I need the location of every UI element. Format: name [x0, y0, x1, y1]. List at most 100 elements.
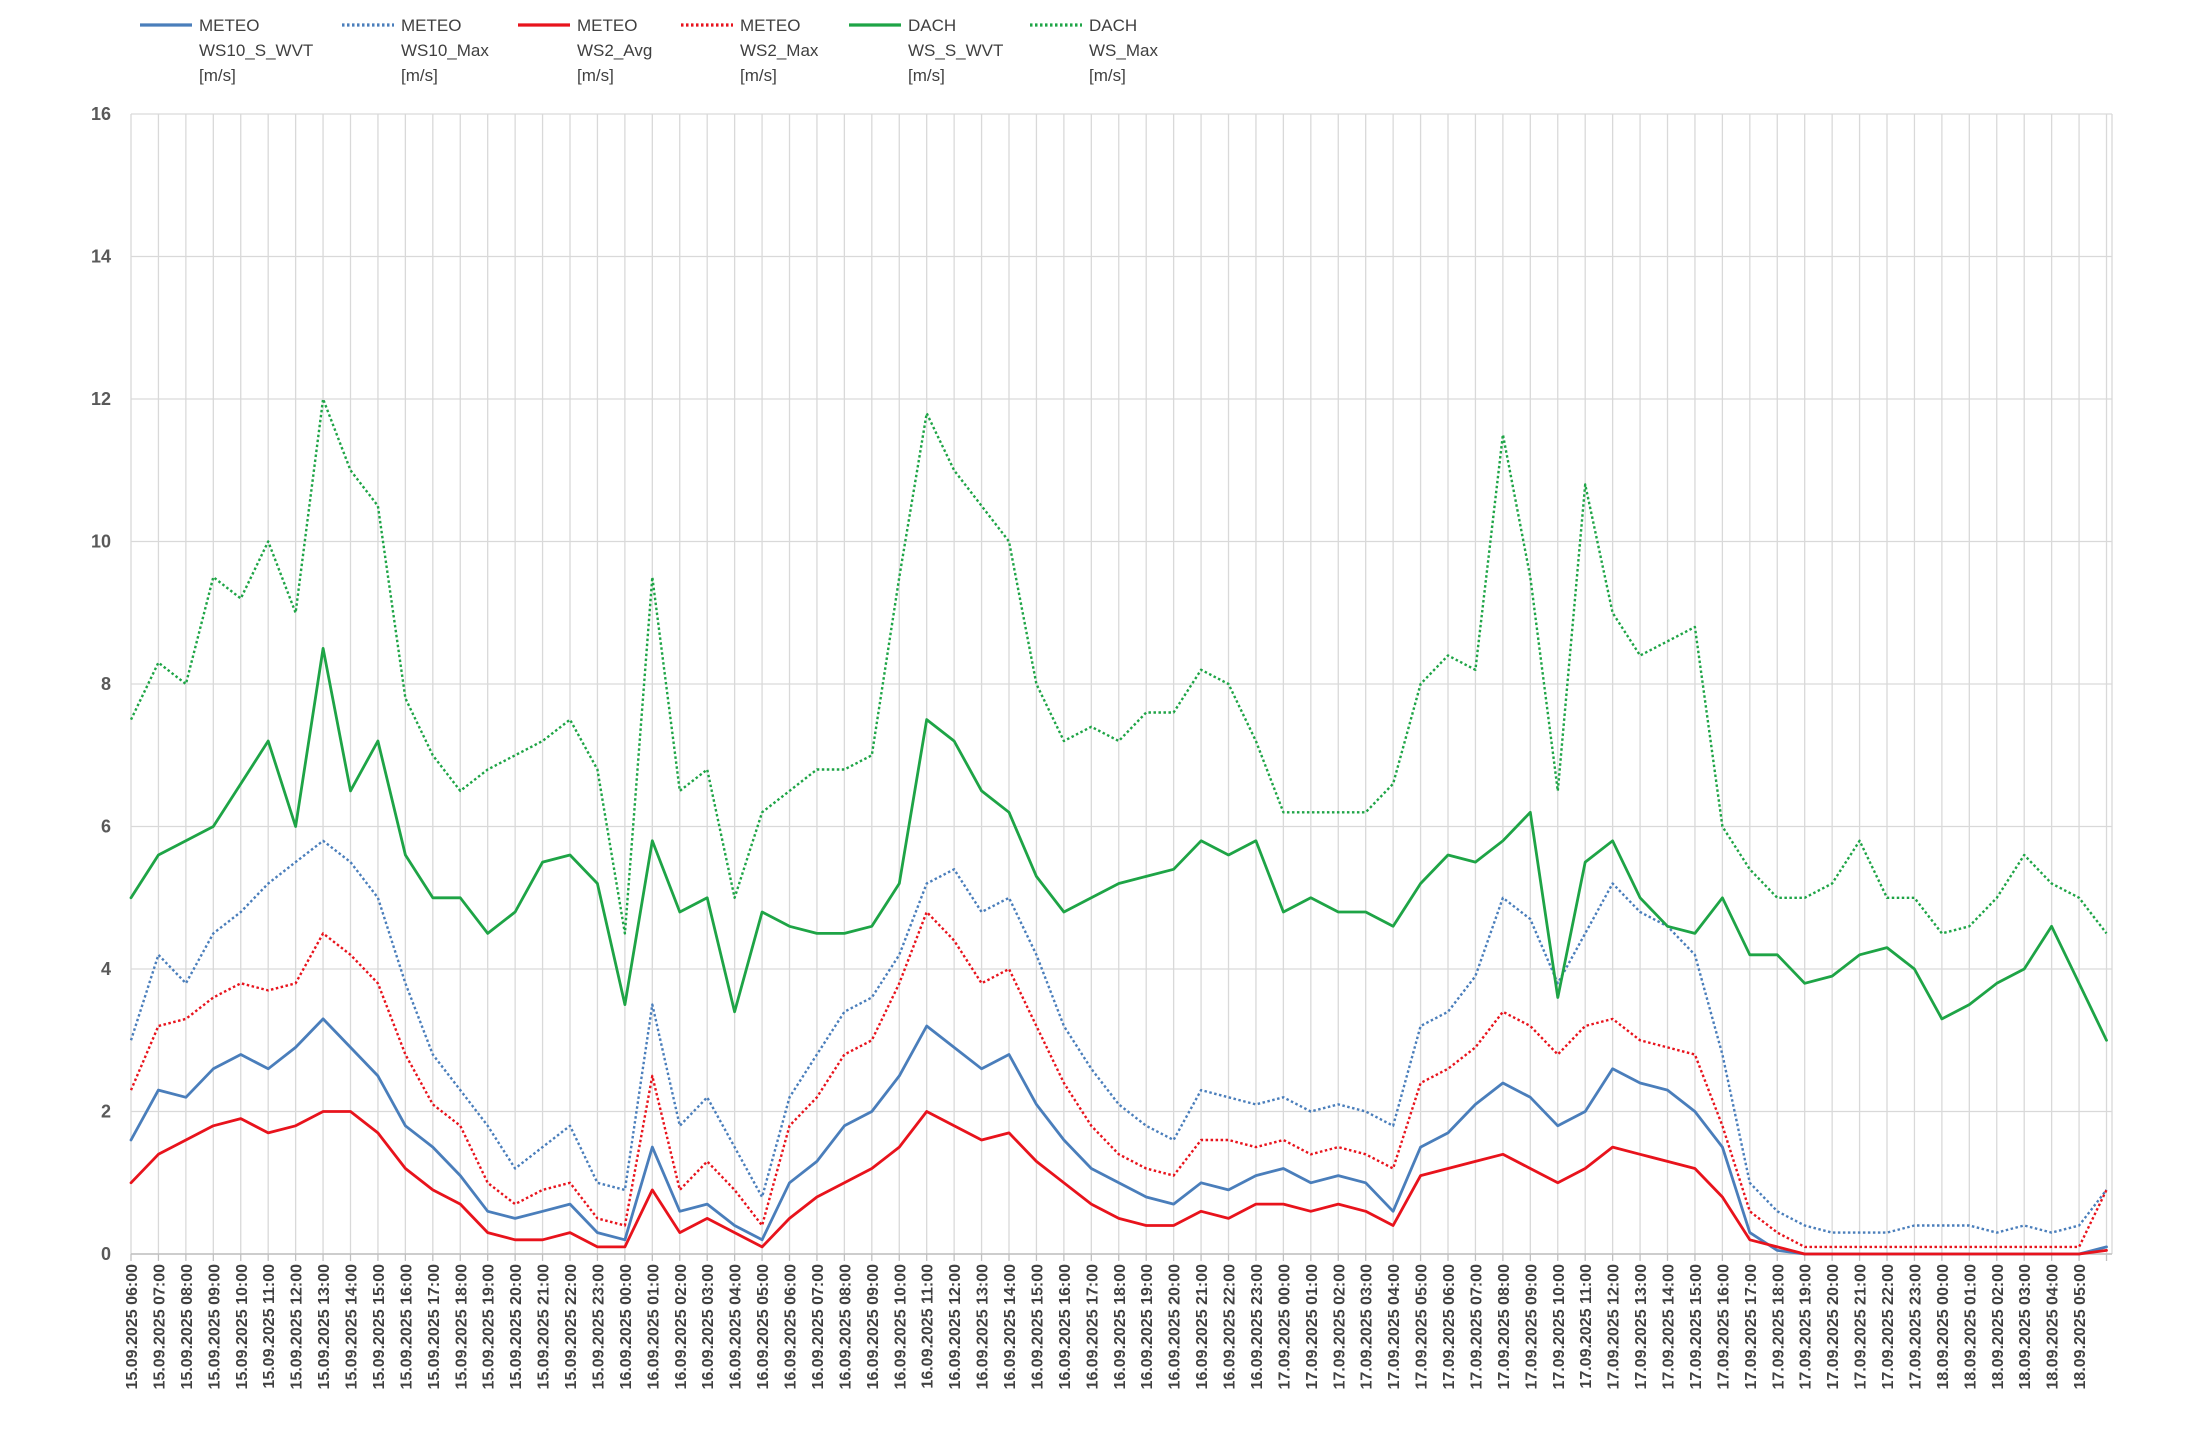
- x-tick-label: 17.09.2025 02:00: [1331, 1264, 1348, 1390]
- legend-label: METEO: [199, 16, 259, 35]
- legend-label: [m/s]: [199, 66, 236, 85]
- x-tick-label: 16.09.2025 11:00: [920, 1264, 937, 1389]
- legend-label: [m/s]: [908, 66, 945, 85]
- x-tick-label: 17.09.2025 06:00: [1441, 1264, 1458, 1390]
- legend-label: WS_S_WVT: [908, 41, 1003, 60]
- series-line-2: [129, 1110, 2108, 1256]
- x-tick-label: 15.09.2025 16:00: [398, 1264, 415, 1390]
- x-tick-label: 15.09.2025 17:00: [426, 1264, 443, 1390]
- y-tick-label: 0: [101, 1244, 111, 1264]
- x-tick-label: 15.09.2025 15:00: [371, 1264, 388, 1390]
- x-tick-label: 15.09.2025 13:00: [316, 1264, 333, 1390]
- x-tick-label: 16.09.2025 03:00: [700, 1264, 717, 1390]
- legend-label: [m/s]: [401, 66, 438, 85]
- x-tick-label: 15.09.2025 08:00: [179, 1264, 196, 1390]
- x-tick-label: 17.09.2025 11:00: [1578, 1264, 1595, 1389]
- x-tick-label: 17.09.2025 14:00: [1661, 1264, 1678, 1390]
- y-tick-label: 4: [101, 959, 111, 979]
- x-tick-label: 17.09.2025 09:00: [1523, 1264, 1540, 1390]
- x-tick-label: 16.09.2025 12:00: [947, 1264, 964, 1390]
- legend-label: WS2_Avg: [577, 41, 652, 60]
- series-line-5: [129, 397, 2108, 935]
- y-tick-label: 2: [101, 1102, 111, 1122]
- x-tick-label: 16.09.2025 13:00: [975, 1264, 992, 1390]
- x-tick-label: 17.09.2025 19:00: [1798, 1264, 1815, 1390]
- legend-label: WS10_Max: [401, 41, 489, 60]
- x-tick-label: 17.09.2025 13:00: [1633, 1264, 1650, 1390]
- y-tick-label: 6: [101, 817, 111, 837]
- x-tick-label: 15.09.2025 23:00: [590, 1264, 607, 1390]
- x-tick-label: 17.09.2025 20:00: [1825, 1264, 1842, 1390]
- x-tick-label: 16.09.2025 17:00: [1084, 1264, 1101, 1390]
- x-tick-label: 16.09.2025 08:00: [837, 1264, 854, 1390]
- x-tick-label: 17.09.2025 22:00: [1880, 1264, 1897, 1390]
- y-tick-label: 12: [91, 389, 111, 409]
- x-tick-label: 16.09.2025 14:00: [1002, 1264, 1019, 1390]
- x-tick-label: 16.09.2025 10:00: [892, 1264, 909, 1390]
- x-tick-label: 17.09.2025 17:00: [1743, 1264, 1760, 1390]
- x-tick-label: 17.09.2025 07:00: [1468, 1264, 1485, 1390]
- x-tick-label: 18.09.2025 04:00: [2045, 1264, 2062, 1390]
- x-tick-label: 16.09.2025 07:00: [810, 1264, 827, 1390]
- x-tick-label: 16.09.2025 21:00: [1194, 1264, 1211, 1390]
- x-tick-label: 18.09.2025 03:00: [2017, 1264, 2034, 1390]
- x-tick-label: 18.09.2025 00:00: [1935, 1264, 1952, 1390]
- grid-layer: [130, 113, 2113, 1255]
- x-tick-label: 17.09.2025 15:00: [1688, 1264, 1705, 1390]
- x-tick-label: 15.09.2025 19:00: [481, 1264, 498, 1390]
- legend-label: METEO: [577, 16, 637, 35]
- series-line-0: [129, 1017, 2108, 1256]
- y-tick-label: 14: [91, 247, 111, 267]
- legend-label: DACH: [908, 16, 956, 35]
- legend-label: [m/s]: [740, 66, 777, 85]
- x-tick-label: 15.09.2025 12:00: [289, 1264, 306, 1390]
- legend-label: METEO: [401, 16, 461, 35]
- x-tick-label: 16.09.2025 04:00: [728, 1264, 745, 1390]
- x-tick-label: 16.09.2025 05:00: [755, 1264, 772, 1390]
- x-tick-label: 16.09.2025 00:00: [618, 1264, 635, 1390]
- x-tick-label: 16.09.2025 20:00: [1167, 1264, 1184, 1390]
- x-tick-label: 18.09.2025 02:00: [1990, 1264, 2007, 1390]
- x-tick-label: 16.09.2025 16:00: [1057, 1264, 1074, 1390]
- x-tick-label: 16.09.2025 18:00: [1112, 1264, 1129, 1390]
- legend-label: WS2_Max: [740, 41, 819, 60]
- series-line-4: [129, 647, 2108, 1042]
- x-tick-label: 16.09.2025 15:00: [1029, 1264, 1046, 1390]
- y-tick-label: 16: [91, 104, 111, 124]
- x-tick-label: 17.09.2025 21:00: [1853, 1264, 1870, 1390]
- x-tick-label: 15.09.2025 09:00: [206, 1264, 223, 1390]
- x-tick-label: 17.09.2025 00:00: [1276, 1264, 1293, 1390]
- legend: METEO WS10_S_WVT [m/s] METEO WS10_Max [m/s] ME…: [140, 16, 1158, 85]
- x-tick-label: 15.09.2025 06:00: [124, 1264, 141, 1390]
- series-line-1: [129, 839, 2108, 1234]
- series-layer: [129, 397, 2108, 1256]
- x-tick-label: 18.09.2025 01:00: [1962, 1264, 1979, 1390]
- x-tick-label: 15.09.2025 21:00: [536, 1264, 553, 1390]
- x-tick-label: 16.09.2025 22:00: [1222, 1264, 1239, 1390]
- x-tick-label: 18.09.2025 05:00: [2072, 1264, 2089, 1390]
- x-tick-label: 17.09.2025 04:00: [1386, 1264, 1403, 1390]
- legend-label: [m/s]: [1089, 66, 1126, 85]
- legend-label: DACH: [1089, 16, 1137, 35]
- y-tick-label: 10: [91, 532, 111, 552]
- x-tick-label: 17.09.2025 03:00: [1359, 1264, 1376, 1390]
- x-tick-label: 15.09.2025 14:00: [344, 1264, 361, 1390]
- x-tick-label: 16.09.2025 02:00: [673, 1264, 690, 1390]
- x-tick-label: 15.09.2025 11:00: [261, 1264, 278, 1389]
- x-tick-label: 17.09.2025 12:00: [1606, 1264, 1623, 1390]
- x-tick-label: 16.09.2025 06:00: [783, 1264, 800, 1390]
- x-tick-label: 17.09.2025 05:00: [1414, 1264, 1431, 1390]
- x-tick-label: 16.09.2025 19:00: [1139, 1264, 1156, 1390]
- x-tick-label: 15.09.2025 22:00: [563, 1264, 580, 1390]
- x-tick-label: 17.09.2025 18:00: [1770, 1264, 1787, 1390]
- axis-layer: 0 2 4 6 8 10 12 14 16 15.09.2025 06:00 15.09.2025 …: [91, 104, 2112, 1389]
- x-tick-label: 17.09.2025 23:00: [1907, 1264, 1924, 1390]
- x-tick-label: 17.09.2025 08:00: [1496, 1264, 1513, 1390]
- x-tick-label: 15.09.2025 07:00: [151, 1264, 168, 1390]
- x-tick-label: 15.09.2025 20:00: [508, 1264, 525, 1390]
- y-tick-label: 8: [101, 674, 111, 694]
- x-tick-label: 17.09.2025 01:00: [1304, 1264, 1321, 1390]
- x-tick-label: 17.09.2025 10:00: [1551, 1264, 1568, 1390]
